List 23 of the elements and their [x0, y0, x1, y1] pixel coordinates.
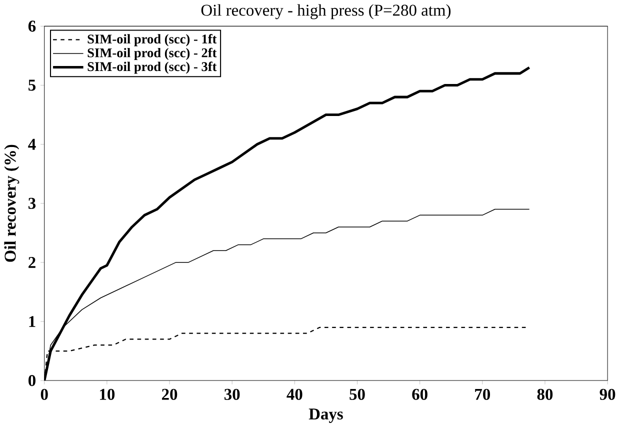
x-tick-label: 10	[100, 388, 115, 400]
x-tick-label: 40	[286, 388, 302, 400]
y-tick-label: 2	[28, 256, 36, 268]
x-tick-label: 60	[412, 388, 428, 400]
chart-title: Oil recovery - high press (P=280 atm)	[201, 4, 451, 20]
x-tick-label: 70	[475, 388, 490, 400]
legend-label: SIM-oil prod (scc) - 2ft	[88, 48, 217, 60]
y-tick-label: 4	[28, 138, 36, 150]
y-tick-label: 3	[28, 198, 36, 209]
y-tick-label: 6	[28, 20, 36, 32]
x-tick-label: 20	[162, 388, 178, 400]
y-tick-label: 1	[29, 316, 36, 327]
legend-label: SIM-oil prod (scc) - 1ft	[88, 34, 217, 46]
y-tick-label: 5	[28, 80, 36, 91]
legend-label: SIM-oil prod (scc) - 3ft	[88, 62, 217, 74]
x-tick-label: 30	[224, 388, 240, 400]
y-tick-label: 0	[28, 374, 36, 386]
x-tick-label: 80	[537, 388, 553, 400]
x-tick-label: 90	[600, 388, 616, 400]
x-axis-title: Days	[308, 408, 343, 423]
x-tick-label: 50	[350, 388, 365, 400]
y-axis-title: Oil recovery (%)	[4, 144, 20, 262]
x-tick-label: 0	[40, 388, 48, 400]
